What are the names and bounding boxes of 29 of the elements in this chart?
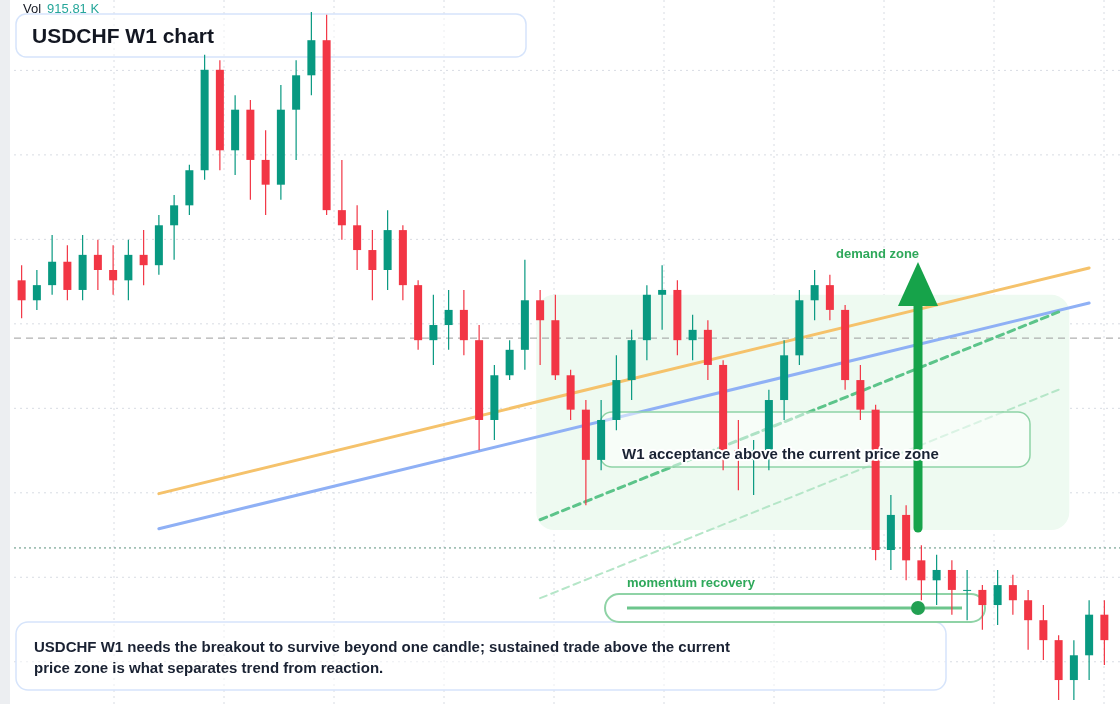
- candlestick: [810, 269, 819, 321]
- candlestick: [139, 229, 148, 286]
- candlestick: [978, 584, 987, 631]
- candlestick: [109, 244, 118, 296]
- candlestick: [658, 264, 667, 331]
- candlestick: [48, 234, 57, 296]
- candlestick: [444, 289, 453, 351]
- candlestick: [688, 314, 697, 361]
- candlestick: [170, 194, 179, 261]
- text: USDCHF W1 chart: [32, 24, 215, 47]
- candlestick: [1039, 604, 1048, 661]
- candlestick: [536, 289, 545, 366]
- annotation: USDCHF W1 needs the breakout to survive beyond one candle; sustained trade above the current price zone is what separates trend from reaction.: [34, 637, 731, 678]
- candlestick: [932, 554, 941, 606]
- candlestick: [993, 569, 1002, 626]
- candlestick: [368, 229, 377, 301]
- candlestick: [917, 544, 926, 601]
- candlestick: [1024, 589, 1033, 651]
- annotation: Vol 915.81 K: [23, 1, 100, 16]
- candlestick: [17, 264, 26, 319]
- candlestick: [337, 159, 346, 241]
- candlestick: [429, 294, 438, 366]
- annotation: momentum recovery: [627, 575, 756, 590]
- candlestick: [963, 569, 972, 621]
- band-label: demand zone: [836, 245, 920, 261]
- candlestick: [32, 269, 41, 311]
- candlestick: [1008, 574, 1017, 616]
- candlestick: [93, 239, 102, 291]
- candlestick: [947, 559, 956, 616]
